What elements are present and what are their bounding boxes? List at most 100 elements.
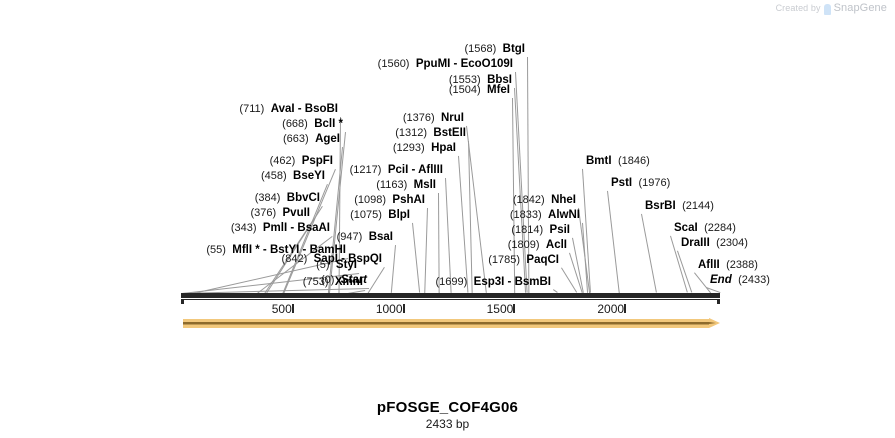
watermark-prefix: Created by: [775, 3, 821, 13]
restriction-site-label[interactable]: BmtI (1846): [586, 155, 650, 167]
restriction-site-label[interactable]: (462) PspFI: [270, 155, 333, 167]
site-enzyme-names: BsaI: [368, 231, 393, 243]
site-position: (711): [239, 103, 265, 115]
ruler-tick-1500: [513, 304, 516, 313]
site-position: (1814): [511, 224, 544, 236]
site-enzyme-names: MslI: [413, 179, 436, 191]
restriction-site-label[interactable]: (1075) BlpI: [350, 209, 410, 221]
site-position: (55): [206, 244, 226, 256]
restriction-site-label[interactable]: (458) BseYI: [260, 170, 325, 182]
site-position: (1504): [448, 84, 481, 96]
ruler-label-2000: 2000: [597, 302, 625, 316]
restriction-site-label[interactable]: End (2433): [710, 274, 770, 286]
site-enzyme-names: BclI *: [314, 118, 343, 130]
ruler-tick-2000: [624, 304, 627, 313]
site-position: (384): [254, 192, 281, 204]
plasmid-length: 2433 bp: [425, 417, 470, 431]
site-enzyme-names: SapI - BspQI: [313, 253, 382, 265]
site-enzyme-names: BseYI: [293, 170, 325, 182]
site-position: (1842): [512, 194, 545, 206]
restriction-site-label[interactable]: PstI (1976): [611, 177, 671, 189]
site-enzyme-names: StyI: [335, 259, 357, 271]
site-position: (947): [336, 231, 363, 243]
restriction-site-label[interactable]: (5) StyI: [316, 259, 357, 271]
page-title: pFOSGE_COF4G06: [376, 399, 519, 416]
site-position: (0): [320, 274, 335, 286]
restriction-site-label[interactable]: (1163) MslI: [376, 179, 436, 191]
plasmid-backbone-underline: [181, 299, 720, 300]
restriction-site-label[interactable]: (376) PvuII: [250, 207, 310, 219]
restriction-site-label[interactable]: AflII (2388): [698, 259, 758, 271]
ruler-tick-1000: [402, 304, 405, 313]
site-enzyme-names: BsrBI: [645, 200, 676, 212]
ruler-label-1000: 1000: [375, 302, 403, 316]
restriction-site-label[interactable]: (1833) AlwNI: [510, 209, 580, 221]
site-enzyme-names: BstEII: [433, 127, 466, 139]
site-enzyme-names: NheI: [551, 194, 576, 206]
site-enzyme-names: PstI: [611, 177, 633, 189]
site-enzyme-names: ScaI: [674, 222, 698, 234]
restriction-site-label[interactable]: (711) AvaI - BsoBI: [239, 103, 338, 115]
backbone-start-cap: [181, 299, 184, 304]
site-enzyme-names: PaqCI: [526, 254, 559, 266]
restriction-site-label[interactable]: (947) BsaI: [336, 231, 393, 243]
site-enzyme-names: PvuII: [282, 207, 310, 219]
restriction-site-label[interactable]: (1217) PciI - AflIII: [350, 164, 443, 176]
restriction-site-label[interactable]: (1809) AclI: [507, 239, 567, 251]
site-position: (376): [250, 207, 277, 219]
site-enzyme-names: Start: [340, 274, 367, 286]
site-position: (1376): [402, 112, 435, 124]
site-enzyme-names: NruI: [441, 112, 464, 124]
site-position: (842): [281, 253, 308, 265]
site-enzyme-names: AlwNI: [548, 209, 580, 221]
snapgene-logo-icon: [823, 3, 831, 15]
restriction-site-label[interactable]: (1814) PsiI: [511, 224, 570, 236]
backbone-end-cap: [717, 299, 720, 304]
site-position: (343): [230, 222, 257, 234]
site-enzyme-names: PsiI: [549, 224, 570, 236]
restriction-site-label[interactable]: (1312) BstEII: [395, 127, 466, 139]
restriction-site-label[interactable]: BsrBI (2144): [645, 200, 714, 212]
site-position: (1976): [638, 177, 671, 189]
site-enzyme-names: AgeI: [315, 133, 340, 145]
site-enzyme-names: Esp3I - BsmBI: [473, 276, 551, 288]
site-position: (1699): [435, 276, 468, 288]
site-position: (1785): [488, 254, 521, 266]
restriction-site-label[interactable]: (1785) PaqCI: [488, 254, 559, 266]
orf-arrow-head-inner: [709, 322, 716, 324]
restriction-site-label[interactable]: (384) BbvCI: [254, 192, 320, 204]
restriction-site-label[interactable]: (0) Start: [320, 274, 367, 286]
site-enzyme-names: PshAI: [392, 194, 425, 206]
site-enzyme-names: BbvCI: [286, 192, 320, 204]
ruler-label-1500: 1500: [486, 302, 514, 316]
site-enzyme-names: MfeI: [487, 84, 510, 96]
restriction-site-label[interactable]: (663) AgeI: [283, 133, 340, 145]
restriction-site-label[interactable]: (1098) PshAI: [354, 194, 425, 206]
restriction-site-label[interactable]: (55) MflI * - BstYI - BamHI: [206, 244, 346, 256]
restriction-site-label[interactable]: (1504) MfeI: [448, 84, 510, 96]
restriction-site-label[interactable]: (343) PmlI - BsaAI: [230, 222, 330, 234]
restriction-site-label[interactable]: ScaI (2284): [674, 222, 736, 234]
site-position: (1075): [350, 209, 382, 221]
restriction-site-label[interactable]: (753) XmnI: [303, 276, 363, 288]
restriction-site-label[interactable]: (668) BclI *: [282, 118, 343, 130]
site-enzyme-names: PciI - AflIII: [387, 164, 443, 176]
restriction-site-label[interactable]: (1376) NruI: [402, 112, 464, 124]
restriction-site-label[interactable]: (1560) PpuMI - EcoO109I: [378, 58, 513, 70]
site-position: (1809): [507, 239, 540, 251]
site-position: (458): [260, 170, 287, 182]
restriction-site-label[interactable]: (1842) NheI: [512, 194, 576, 206]
site-position: (1312): [395, 127, 428, 139]
restriction-site-label[interactable]: (1553) BbsI: [449, 74, 512, 86]
restriction-site-label[interactable]: (1699) Esp3I - BsmBI: [435, 276, 551, 288]
restriction-site-label[interactable]: (1293) HpaI: [393, 142, 456, 154]
site-enzyme-names: AclI: [545, 239, 567, 251]
restriction-site-label[interactable]: (1568) BtgI: [464, 43, 525, 55]
site-enzyme-names: PmlI - BsaAI: [262, 222, 330, 234]
watermark-brand: SnapGene: [833, 2, 887, 14]
ruler-tick-500: [291, 304, 294, 313]
restriction-site-label[interactable]: (842) SapI - BspQI: [281, 253, 382, 265]
orf-arrow-body: [183, 319, 709, 328]
site-position: (1568): [464, 43, 497, 55]
restriction-site-label[interactable]: DraIII (2304): [681, 237, 748, 249]
